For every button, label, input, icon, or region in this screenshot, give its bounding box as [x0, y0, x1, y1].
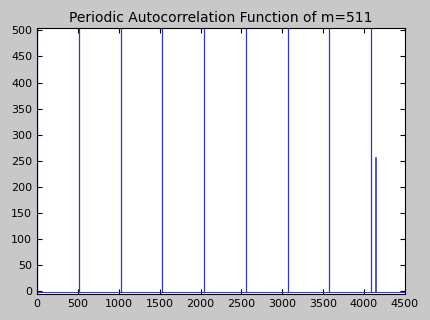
- Title: Periodic Autocorrelation Function of m=511: Periodic Autocorrelation Function of m=5…: [69, 11, 373, 25]
